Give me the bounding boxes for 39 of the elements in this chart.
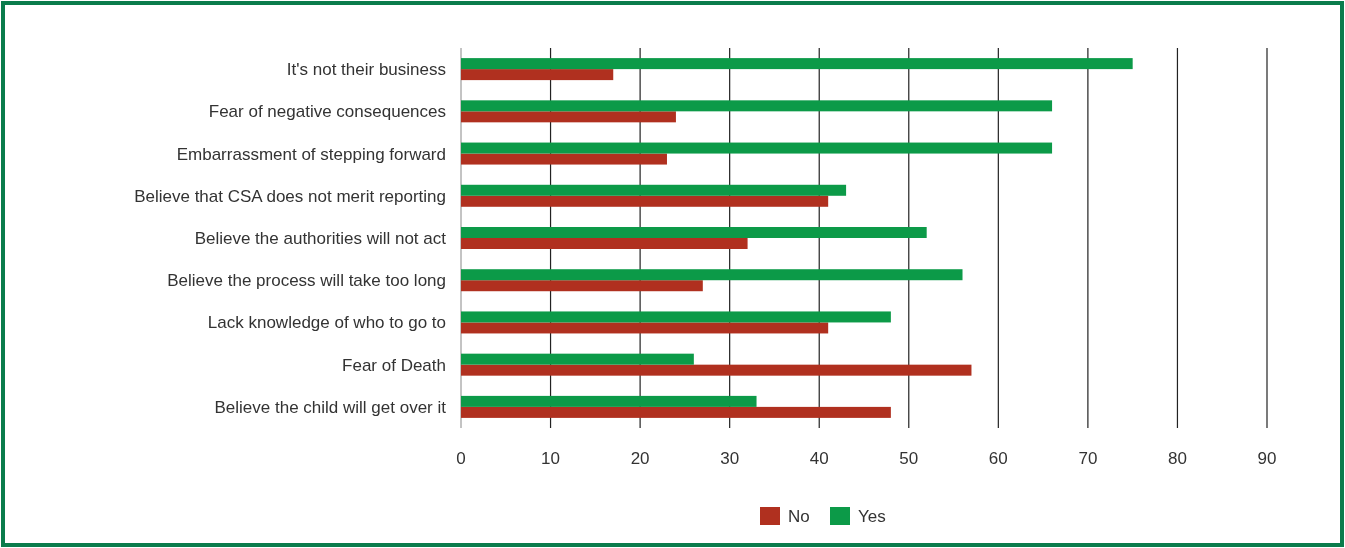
bar [461, 184, 847, 196]
bar [461, 195, 829, 207]
x-tick-label: 70 [1078, 449, 1098, 468]
x-tick-label: 10 [541, 449, 561, 468]
x-tick-label: 30 [720, 449, 740, 468]
y-tick-label: Embarrassment of stepping forward [176, 144, 446, 164]
bar [461, 280, 703, 292]
y-tick-label: Fear of negative consequences [208, 102, 446, 122]
bar [461, 322, 829, 334]
x-tick-label: 90 [1257, 449, 1277, 468]
x-tick-label: 50 [899, 449, 919, 468]
x-tick-label: 80 [1167, 449, 1187, 468]
legend-label: Yes [858, 507, 886, 526]
bar [461, 111, 676, 123]
bar [461, 238, 748, 249]
legend-label: No [788, 507, 810, 526]
bar [461, 142, 1053, 154]
y-tick-label: Lack knowledge of who to go to [207, 313, 446, 333]
y-tick-label: It's not their business [286, 60, 446, 80]
bar [461, 353, 694, 365]
y-tick-label: Believe that CSA does not merit reporting [134, 186, 446, 206]
x-tick-label: 40 [809, 449, 829, 468]
x-tick-label: 60 [988, 449, 1008, 468]
y-tick-label: Believe the process will take too long [167, 271, 446, 291]
bar [461, 311, 891, 323]
y-tick-label: Believe the child will get over it [214, 397, 447, 417]
y-tick-label: Fear of Death [342, 355, 446, 375]
y-tick-label: Believe the authorities will not act [194, 229, 447, 248]
x-tick-label: 0 [456, 449, 466, 468]
x-tick-label: 20 [630, 449, 650, 468]
bar [461, 406, 891, 418]
bar [461, 100, 1053, 112]
bar [461, 227, 927, 238]
bar [461, 58, 1133, 70]
bar [461, 69, 614, 81]
bar [461, 395, 757, 407]
bar [461, 269, 963, 281]
bar [461, 153, 667, 165]
bar [461, 364, 972, 376]
